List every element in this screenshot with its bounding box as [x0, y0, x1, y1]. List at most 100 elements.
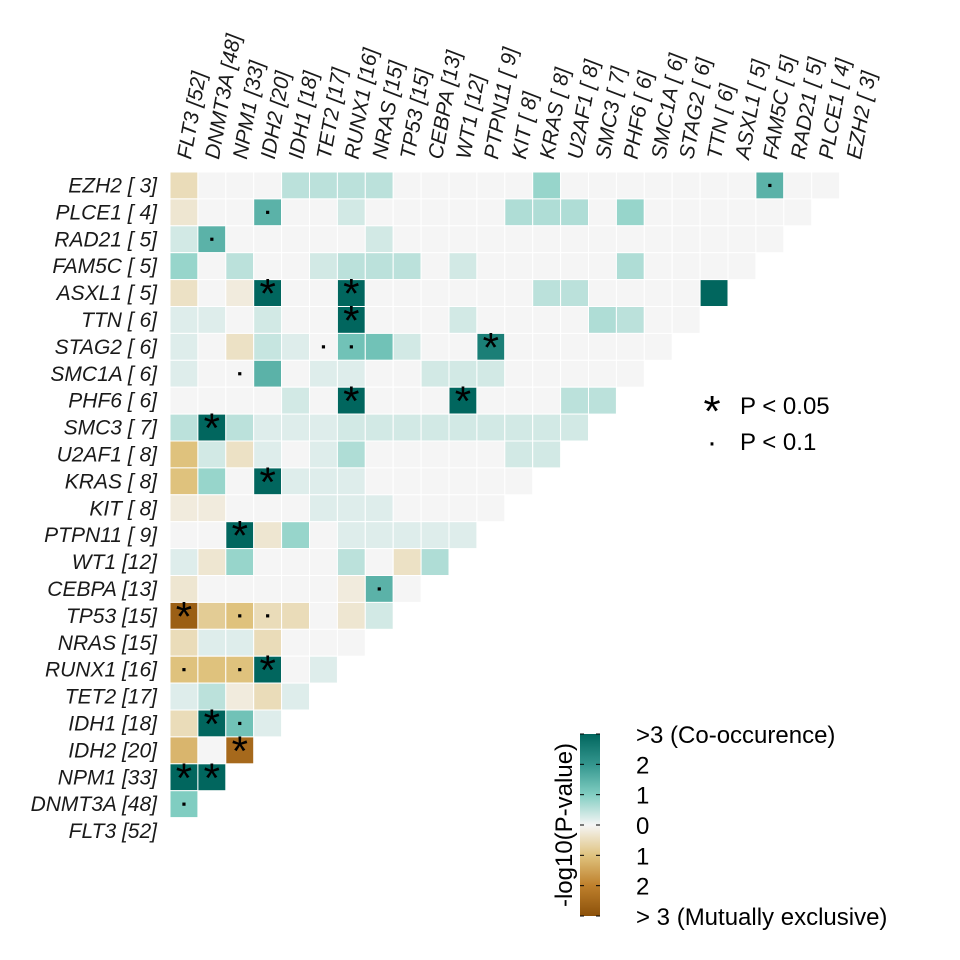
- heatmap-cell: [560, 306, 589, 334]
- heatmap-cell: [197, 467, 227, 496]
- heatmap-cell: [309, 440, 338, 469]
- significance-star: *: [204, 405, 220, 452]
- heatmap-cell: [253, 521, 283, 550]
- significance-star: *: [232, 727, 248, 774]
- heatmap-cell: [504, 440, 534, 469]
- heatmap-cell: [783, 198, 813, 227]
- significance-star: *: [483, 324, 499, 371]
- heatmap-cell: [281, 548, 311, 576]
- heatmap-cell: [448, 440, 478, 469]
- heatmap-cell: [755, 225, 785, 254]
- row-label: ASXL1 [ 5]: [55, 282, 159, 305]
- heatmap-cell: [309, 279, 338, 308]
- colorbar-tick-label: 2: [636, 752, 649, 779]
- heatmap-cell: [532, 440, 562, 469]
- heatmap-cell: [420, 279, 450, 308]
- heatmap-cell: [476, 252, 506, 281]
- heatmap-cell: [197, 306, 227, 334]
- row-label: TET2 [17]: [65, 686, 158, 709]
- heatmap-cell: [169, 548, 199, 576]
- heatmap-cell: [169, 709, 199, 738]
- heatmap-cell: [476, 279, 506, 308]
- heatmap-cell: [364, 601, 394, 630]
- heatmap-cell: [169, 359, 199, 388]
- heatmap-cell: [225, 682, 255, 711]
- significance-dot: [238, 721, 242, 726]
- heatmap-cell: [169, 682, 199, 711]
- row-label: NPM1 [33]: [58, 766, 158, 789]
- heatmap-cell: [448, 252, 478, 281]
- significance-star: *: [259, 270, 275, 317]
- row-label: PTPN11 [ 9]: [44, 524, 158, 547]
- heatmap-cell: [532, 306, 562, 334]
- significance-star: *: [455, 378, 471, 425]
- heatmap-cell: [169, 440, 199, 469]
- heatmap-cell: [476, 225, 506, 254]
- heatmap-cell: [560, 252, 589, 281]
- heatmap-cell: [169, 413, 199, 442]
- heatmap-cell: [281, 225, 311, 254]
- heatmap-cell: [392, 252, 422, 281]
- heatmap-cell: [197, 628, 227, 657]
- colorbar-tick-label: 2: [636, 874, 649, 901]
- heatmap-cell: [420, 252, 450, 281]
- heatmap-cell: [281, 279, 311, 308]
- heatmap-cell: [281, 467, 311, 496]
- significance-dot: [266, 614, 270, 618]
- colorbar-tick-label: 0: [636, 813, 649, 840]
- heatmap-cell: [253, 467, 283, 496]
- row-labels: EZH2 [ 3] PLCE1 [ 4] RAD21 [ 5] FAM5C [ 5] A…: [31, 174, 159, 843]
- heatmap-cell: [169, 386, 199, 415]
- heatmap-cell: [197, 763, 227, 792]
- heatmap-cell: [727, 171, 757, 200]
- heatmap-cell: [281, 386, 311, 415]
- heatmap-cell: [197, 494, 227, 523]
- heatmap-cell: [309, 494, 338, 523]
- heatmap-cell: [336, 225, 366, 254]
- significance-dot: [377, 587, 381, 591]
- heatmap-cell: [225, 332, 255, 361]
- heatmap-cell: [364, 359, 394, 388]
- heatmap-cell: [281, 628, 311, 657]
- row-label: KIT [ 8]: [89, 497, 158, 520]
- heatmap-cell: [309, 655, 338, 684]
- heatmap-cell: [615, 171, 645, 200]
- heatmap-cell: [281, 601, 311, 630]
- heatmap-cell: [253, 575, 283, 603]
- heatmap-cell: [169, 279, 199, 308]
- row-label: KRAS [ 8]: [65, 470, 158, 493]
- heatmap-cell: [225, 575, 255, 603]
- row-label: FAM5C [ 5]: [52, 255, 158, 278]
- heatmap-cell: [588, 198, 617, 227]
- row-label: EZH2 [ 3]: [68, 174, 158, 197]
- heatmap-cell: [364, 440, 394, 469]
- heatmap-cell: [560, 279, 589, 308]
- heatmap-cell: [225, 548, 255, 576]
- heatmap-cell: [504, 171, 534, 200]
- heatmap-cell: [169, 736, 199, 765]
- heatmap-cell: [588, 359, 617, 388]
- significance-dot: [238, 668, 242, 672]
- heatmap-cell: [364, 494, 394, 523]
- heatmap-cell: [225, 171, 255, 200]
- heatmap-cell: [727, 252, 757, 281]
- heatmap-cell: [336, 467, 366, 496]
- heatmap-cell: [476, 306, 506, 334]
- heatmap-cell: [392, 198, 422, 227]
- heatmap-cell: [281, 682, 311, 711]
- heatmap-cell: [448, 467, 478, 496]
- heatmap-cell: [281, 575, 311, 603]
- row-label: IDH2 [20]: [68, 739, 158, 762]
- heatmap-cell: [281, 306, 311, 334]
- heatmap-cell: [504, 386, 534, 415]
- heatmap-cell: [420, 494, 450, 523]
- heatmap-cell: [169, 467, 199, 496]
- heatmap-cell: [504, 413, 534, 442]
- heatmap-cell: [364, 279, 394, 308]
- heatmap-cell: [197, 359, 227, 388]
- row-label: TP53 [15]: [66, 605, 158, 628]
- colorbar: -log10(P-value) >3 (Co-occurence) 2 1 0 1 2 > …: [551, 722, 887, 931]
- significance-dot: [182, 668, 186, 672]
- heatmap-cell: [588, 279, 617, 308]
- row-label: RAD21 [ 5]: [54, 228, 158, 251]
